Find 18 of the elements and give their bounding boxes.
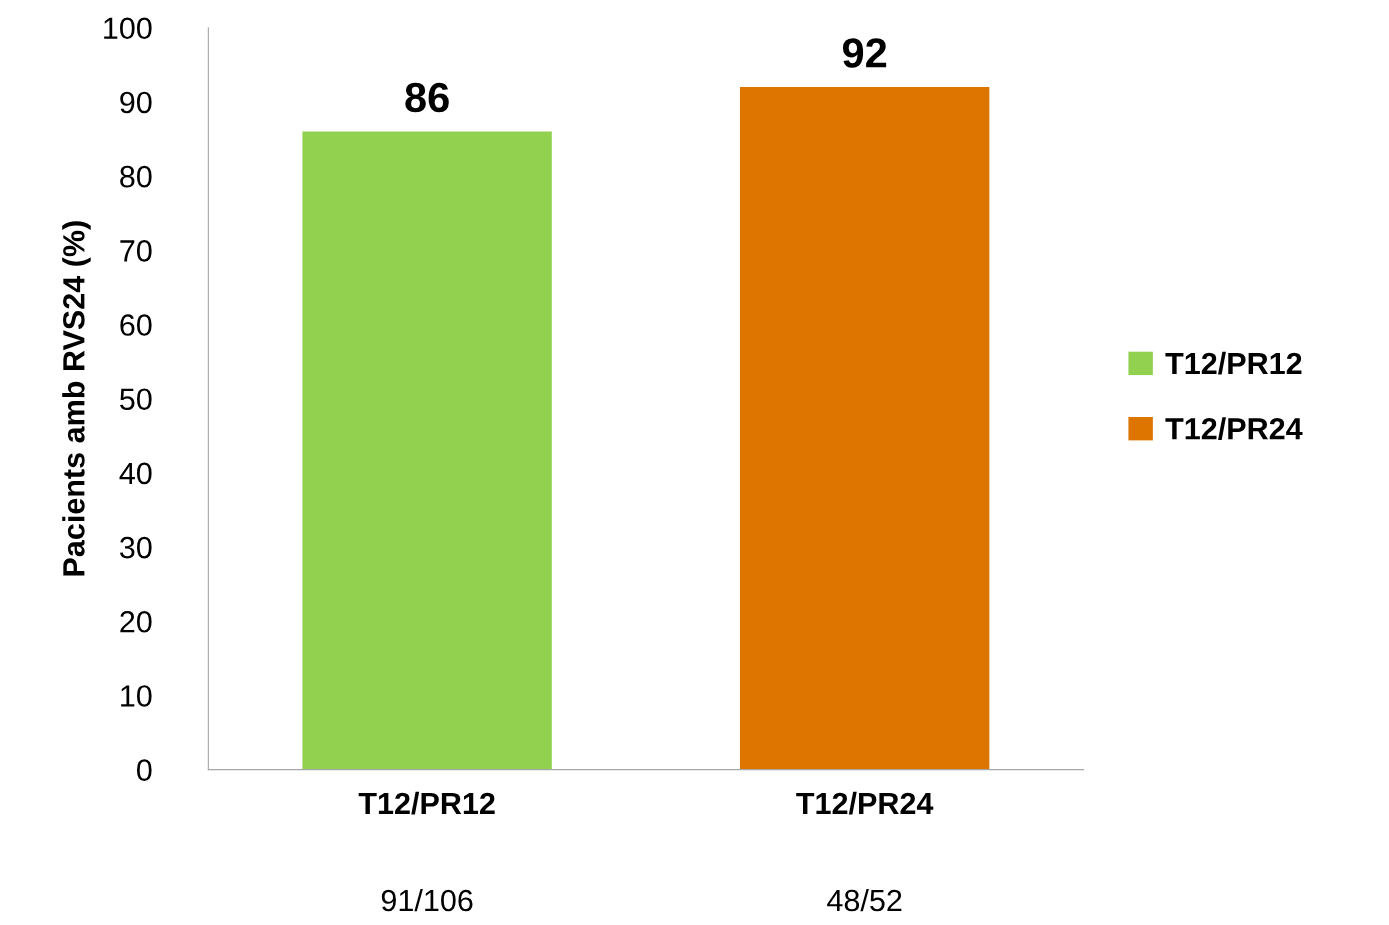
data-label: 86 xyxy=(405,82,449,113)
y-tick-label: 20 xyxy=(120,610,152,633)
y-tick-label: 40 xyxy=(119,462,152,485)
text: 91/106 xyxy=(381,888,473,912)
y-tick-label: 100 xyxy=(104,17,152,40)
legend-label: T12/PR12 xyxy=(1165,351,1302,375)
data-label: 92 xyxy=(842,38,887,68)
y-tick-label: 90 xyxy=(120,91,152,114)
y-axis-title: Pacients amb RVS24 (%) xyxy=(62,221,91,576)
y-tick-label: 10 xyxy=(121,685,152,707)
y-tick-label: 60 xyxy=(120,314,152,336)
y-tick-label: 0 xyxy=(137,759,152,781)
y-tick-label: 50 xyxy=(120,388,152,411)
y-tick-label: 70 xyxy=(120,240,152,262)
legend-label: T12/PR24 xyxy=(1165,417,1303,440)
text: 48/52 xyxy=(827,888,902,912)
y-tick-label: 80 xyxy=(120,165,152,188)
y-tick-label: 30 xyxy=(119,536,152,559)
